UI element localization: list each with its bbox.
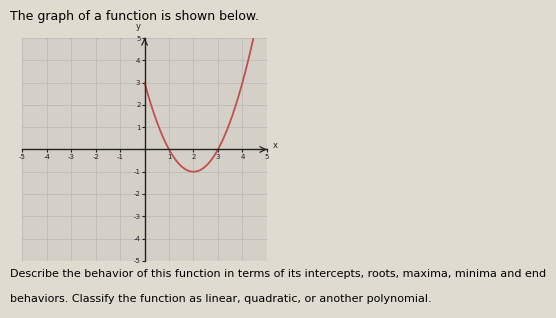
Text: Describe the behavior of this function in terms of its intercepts, roots, maxima: Describe the behavior of this function i… [10, 269, 546, 279]
Text: behaviors. Classify the function as linear, quadratic, or another polynomial.: behaviors. Classify the function as line… [10, 294, 431, 304]
Text: x: x [273, 141, 278, 149]
Text: y: y [136, 23, 141, 31]
Text: The graph of a function is shown below.: The graph of a function is shown below. [10, 10, 259, 23]
